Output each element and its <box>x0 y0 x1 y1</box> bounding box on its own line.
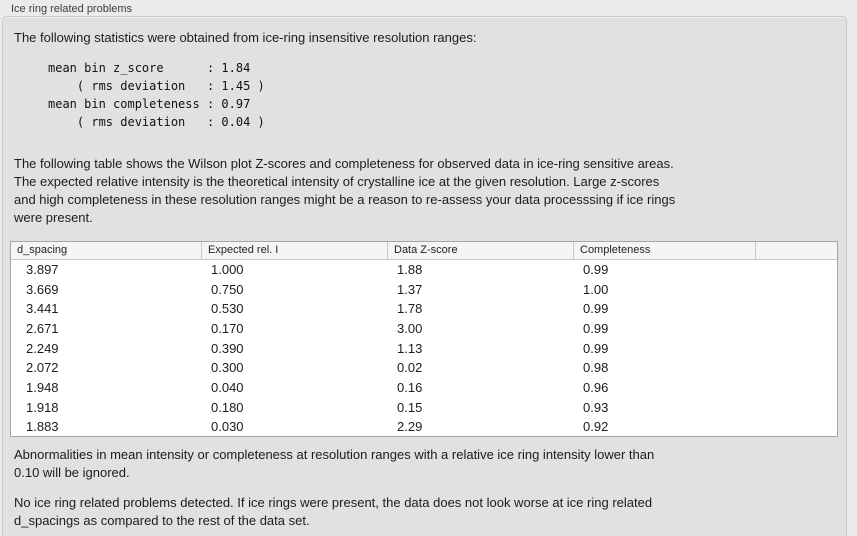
table-cell: 0.92 <box>583 419 609 435</box>
col-header-empty <box>756 242 837 259</box>
table-row[interactable]: 3.669 0.750 1.37 1.00 <box>11 280 837 300</box>
table-cell: 1.37 <box>397 281 423 297</box>
table-cell: 3.669 <box>26 281 59 297</box>
stats-block: mean bin z_score : 1.84 ( rms deviation … <box>48 61 265 129</box>
table-row[interactable]: 3.441 0.530 1.78 0.99 <box>11 299 837 319</box>
table-cell: 0.040 <box>211 379 244 395</box>
ignore-note: Abnormalities in mean intensity or compl… <box>14 447 655 480</box>
table-cell <box>756 299 837 319</box>
table-cell: 0.99 <box>583 262 609 277</box>
table-cell: 0.99 <box>583 320 609 336</box>
table-cell: 0.98 <box>583 360 609 376</box>
col-header-data-z-score[interactable]: Data Z-score <box>388 242 574 259</box>
table-cell: 2.671 <box>26 320 59 336</box>
table-cell <box>756 280 837 300</box>
table-cell: 3.00 <box>397 320 423 336</box>
table-cell: 1.78 <box>397 301 423 317</box>
table-cell: 0.750 <box>211 281 244 297</box>
table-row[interactable]: 2.249 0.390 1.13 0.99 <box>11 339 837 359</box>
table-cell: 0.99 <box>583 340 609 356</box>
table-cell: 1.883 <box>26 419 59 435</box>
table-cell: 0.300 <box>211 360 244 376</box>
table-cell: 3.897 <box>26 262 59 277</box>
table-cell: 0.93 <box>583 399 609 415</box>
table-cell: 1.00 <box>583 281 609 297</box>
table-row[interactable]: 1.948 0.040 0.16 0.96 <box>11 378 837 398</box>
table-row[interactable]: 2.671 0.170 3.00 0.99 <box>11 319 837 339</box>
table-cell: 0.99 <box>583 301 609 317</box>
table-cell: 1.918 <box>26 399 59 415</box>
table-cell: 0.96 <box>583 379 609 395</box>
table-cell: 0.15 <box>397 399 423 415</box>
intro-text: The following statistics were obtained f… <box>14 30 477 45</box>
table-cell <box>756 339 837 359</box>
table-header-row: d_spacing Expected rel. I Data Z-score C… <box>11 242 837 260</box>
table-cell <box>756 260 837 280</box>
table-cell: 2.29 <box>397 419 423 435</box>
table-cell: 0.16 <box>397 379 423 395</box>
table-cell: 0.170 <box>211 320 244 336</box>
col-header-expected-rel-i[interactable]: Expected rel. I <box>202 242 388 259</box>
table-cell: 3.441 <box>26 301 59 317</box>
table-row[interactable]: 1.918 0.180 0.15 0.93 <box>11 398 837 418</box>
table-row[interactable]: 3.897 1.000 1.88 0.99 <box>11 260 837 280</box>
table-cell: 0.530 <box>211 301 244 317</box>
panel-body: The following statistics were obtained f… <box>2 16 847 536</box>
table-cell <box>756 378 837 398</box>
table-cell: 1.000 <box>211 262 244 277</box>
table-description: The following table shows the Wilson plo… <box>14 156 676 225</box>
table-cell: 0.390 <box>211 340 244 356</box>
table-cell: 2.072 <box>26 360 59 376</box>
table-row[interactable]: 1.883 0.030 2.29 0.92 <box>11 417 837 437</box>
table-cell: 2.249 <box>26 340 59 356</box>
table-cell: 0.180 <box>211 399 244 415</box>
conclusion-text: No ice ring related problems detected. I… <box>14 495 653 528</box>
table-cell: 0.02 <box>397 360 423 376</box>
table-cell: 1.948 <box>26 379 59 395</box>
ice-ring-table: d_spacing Expected rel. I Data Z-score C… <box>10 241 838 437</box>
table-cell <box>756 417 837 437</box>
ice-table-body: 3.897 1.000 1.88 0.99 3.669 0.750 1.37 1.00 3.44… <box>11 260 837 437</box>
table-cell: 1.88 <box>397 262 423 277</box>
panel-title: Ice ring related problems <box>11 3 133 15</box>
table-cell: 1.13 <box>397 340 423 356</box>
table-cell: 0.030 <box>211 419 244 435</box>
col-header-d-spacing[interactable]: d_spacing <box>11 242 202 259</box>
col-header-completeness[interactable]: Completeness <box>574 242 756 259</box>
table-row[interactable]: 2.072 0.300 0.02 0.98 <box>11 358 837 378</box>
table-cell <box>756 398 837 418</box>
table-cell <box>756 358 837 378</box>
table-cell <box>756 319 837 339</box>
